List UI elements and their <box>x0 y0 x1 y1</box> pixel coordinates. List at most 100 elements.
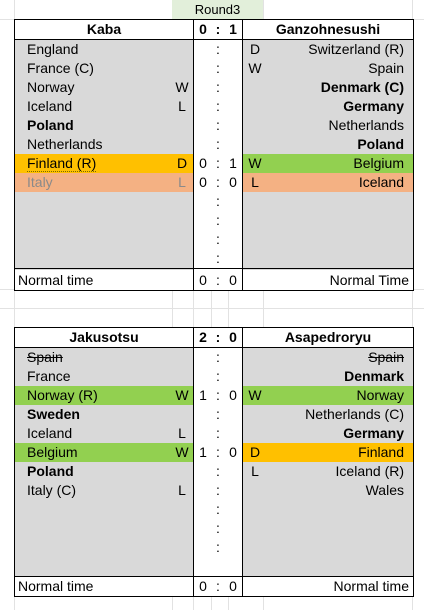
round-header[interactable]: Round3 <box>172 0 263 19</box>
table-row[interactable]: : <box>15 192 413 211</box>
left-score: 1 <box>199 387 207 403</box>
table-row[interactable]: Iceland L : Germany <box>15 97 413 116</box>
left-team: France (C) <box>27 60 94 76</box>
left-score <box>195 348 211 367</box>
right-team: Iceland <box>358 174 404 190</box>
left-score: 0 <box>199 174 207 190</box>
away-score: 1 <box>229 21 237 37</box>
right-team: Spain <box>368 60 404 76</box>
table-row[interactable]: Poland : L Iceland (R) <box>15 462 413 481</box>
score-separator: : <box>216 60 220 76</box>
score-separator: : <box>216 482 220 498</box>
left-team: Belgium <box>27 444 78 460</box>
right-score <box>225 135 241 154</box>
home-team[interactable]: Jakusotsu <box>69 329 139 345</box>
left-score <box>195 97 211 116</box>
right-team: Netherlands <box>328 117 405 133</box>
table-row[interactable]: : <box>15 230 413 249</box>
left-score <box>195 462 211 481</box>
right-result <box>247 348 263 367</box>
right-result: W <box>248 387 262 403</box>
gridline <box>14 0 15 610</box>
left-result: L <box>178 482 186 498</box>
score-separator: : <box>216 117 220 133</box>
score-separator: : <box>216 520 220 536</box>
footer-row[interactable]: Normal time 0 : 0 Normal Time <box>15 271 413 290</box>
right-result <box>247 78 263 97</box>
away-team[interactable]: Ganzohnesushi <box>275 21 381 37</box>
table-row[interactable]: : <box>15 538 413 557</box>
table-row[interactable]: : <box>15 500 413 519</box>
left-team: Spain <box>27 349 63 365</box>
left-team: Netherlands <box>27 136 103 152</box>
table-row[interactable]: : <box>15 249 413 268</box>
table-row[interactable]: Finland (R) D 0 : 1 W Belgium <box>15 154 413 173</box>
table-row[interactable]: Sweden : Netherlands (C) <box>15 405 413 424</box>
table-row[interactable]: Norway W : Denmark (C) <box>15 78 413 97</box>
score-separator: : <box>216 41 220 57</box>
home-score: 0 <box>199 21 207 37</box>
right-score <box>225 405 241 424</box>
right-score <box>225 40 241 59</box>
score-separator: : <box>216 231 220 247</box>
score-separator: : <box>216 501 220 517</box>
table-row[interactable]: : <box>15 211 413 230</box>
gridline <box>211 0 212 610</box>
match-score[interactable]: 0:1 <box>194 20 242 39</box>
right-team: Wales <box>365 482 404 498</box>
left-time-mode: Normal time <box>18 272 94 288</box>
right-result: L <box>251 463 259 479</box>
right-score <box>225 116 241 135</box>
table-row[interactable]: Norway (R) W 1 : 0 W Norway <box>15 386 413 405</box>
right-score <box>225 78 241 97</box>
left-team: France <box>27 368 71 384</box>
match-score[interactable]: 2:0 <box>194 328 242 347</box>
right-team: Norway <box>356 387 404 403</box>
score-separator: : <box>216 136 220 152</box>
table-row[interactable]: Netherlands : Poland <box>15 135 413 154</box>
score-separator: : <box>216 406 220 422</box>
right-team: Netherlands (C) <box>305 406 404 422</box>
gridline <box>228 0 229 610</box>
left-score <box>195 367 211 386</box>
table-row[interactable]: Poland : Netherlands <box>15 116 413 135</box>
right-result <box>247 405 263 424</box>
left-time-mode: Normal time <box>18 578 94 594</box>
table-row[interactable]: Italy L 0 : 0 L Iceland <box>15 173 413 192</box>
left-team: Italy (C) <box>27 482 76 498</box>
right-score: 0 <box>229 387 237 403</box>
left-team: Iceland <box>27 425 73 441</box>
left-total: 0 <box>199 272 207 288</box>
left-team: England <box>27 41 79 57</box>
score-separator: : <box>216 349 220 365</box>
away-score: 0 <box>229 329 237 345</box>
right-team: Denmark (C) <box>320 79 404 95</box>
score-separator: : <box>216 387 220 403</box>
table-row[interactable]: France (C) : W Spain <box>15 59 413 78</box>
gridline <box>263 0 264 610</box>
left-team: Poland <box>27 117 74 133</box>
footer-row[interactable]: Normal time 0 : 0 Normal time <box>15 577 413 596</box>
right-total: 0 <box>229 578 237 594</box>
left-score <box>195 424 211 443</box>
left-score <box>195 40 211 59</box>
gridline <box>172 0 173 610</box>
away-team[interactable]: Asapedroryu <box>284 329 372 345</box>
table-row[interactable]: France : Denmark <box>15 367 413 386</box>
table-row[interactable]: Spain : Spain <box>15 348 413 367</box>
table-row[interactable]: Italy (C) L : Wales <box>15 481 413 500</box>
left-total: 0 <box>199 578 207 594</box>
left-result <box>175 116 189 135</box>
table-row[interactable]: Belgium W 1 : 0 D Finland <box>15 443 413 462</box>
right-team: Germany <box>343 98 404 114</box>
table-row[interactable]: Iceland L : Germany <box>15 424 413 443</box>
table-row[interactable]: : <box>15 519 413 538</box>
left-score: 0 <box>199 155 207 171</box>
home-team[interactable]: Kaba <box>86 21 122 37</box>
table-row[interactable]: England : D Switzerland (R) <box>15 40 413 59</box>
right-team: Denmark <box>344 368 404 384</box>
right-result <box>247 97 263 116</box>
score-separator: : <box>216 250 220 266</box>
left-team: Norway <box>27 79 75 95</box>
right-time-mode: Normal Time <box>329 272 409 288</box>
